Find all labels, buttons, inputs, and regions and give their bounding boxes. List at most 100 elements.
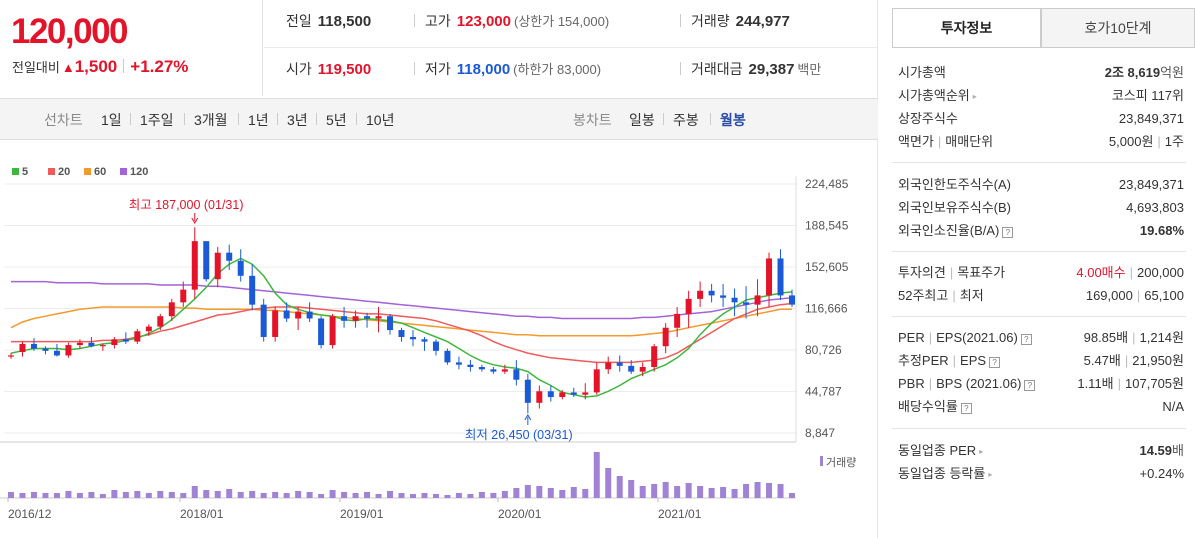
row-dividend-yield: 배당수익률? N/A [898,399,1184,414]
candle-body [260,304,267,337]
volume-bar [145,493,152,498]
help-icon[interactable]: ? [1024,380,1036,391]
candle-body [329,316,336,346]
row-market-cap-rank: 시가총액순위 ▸ 코스피 117위 [898,88,1184,103]
tab-1year[interactable]: 1년 [248,112,269,128]
help-icon[interactable]: ? [1020,334,1032,345]
tab-investment-info[interactable]: 투자정보 [892,8,1041,48]
volume-bar [559,490,566,498]
change-label: 전일대비 [12,60,60,75]
y-tick-label: 80,726 [805,343,842,357]
tab-1day[interactable]: 1일 [101,112,122,128]
candle-body [237,260,244,276]
volume-bar [157,491,164,498]
volume-bar [478,492,485,498]
tab-order-book[interactable]: 호가10단계 [1041,8,1195,48]
volume-bar [432,494,439,498]
candle-body [605,362,612,370]
tab-monthly-candle[interactable]: 월봉 [720,112,746,128]
tab-3year[interactable]: 3년 [287,112,308,128]
high-arrow-head [191,217,199,224]
help-icon[interactable]: ? [1002,227,1014,238]
candle-body [19,343,26,352]
volume-bar [570,487,577,498]
low-annotation: 최저 26,450 (03/31) [465,428,573,442]
volume-bar [295,491,302,498]
candle-body [341,316,348,321]
volume-bar [30,492,37,498]
candle-body [766,258,773,296]
row-investment-opinion: 투자의견 | 목표주가 4.00매수 | 200,000 [898,265,1184,280]
tab-line-chart[interactable]: 선차트 [44,112,83,128]
candle-body [593,369,600,393]
volume-bar [536,486,543,498]
x-tick-label: 2016/12 [8,507,52,521]
help-icon[interactable]: ? [960,403,972,414]
volume-bar [65,491,72,498]
x-tick-label: 2018/01 [180,507,224,521]
tab-3month[interactable]: 3개월 [194,112,228,128]
candle-body [76,342,83,346]
volume-bar [501,491,508,498]
candle-body [720,295,727,298]
x-tick-label: 2019/01 [340,507,384,521]
candle-body [731,297,738,303]
row-market-cap: 시가총액 2조 8,619억원 [898,65,1184,80]
candle-body [203,241,210,280]
stat-open: 시가 119,500 [286,61,372,78]
volume-bar [720,487,727,498]
legend-swatch [12,168,19,175]
candle-body [398,330,405,337]
volume-bar [731,489,738,498]
volume-bar [766,483,773,498]
volume-bar [777,484,784,498]
volume-bar [168,492,175,498]
volume-bar [421,493,428,498]
volume-bar [53,493,60,498]
candle-body [697,290,704,299]
candle-body [352,316,359,321]
legend-label: 5 [22,166,28,178]
volume-bar [122,492,129,498]
price-chart: 224,485 188,545 152,605 116,666 80,726 44,787… [0,166,856,521]
volume-bar [685,483,692,498]
row-per: PER | EPS(2021.06)? 98.85배 | 1,214원 [898,330,1184,345]
x-tick-label: 2020/01 [498,507,542,521]
candle-body [283,310,290,319]
volume-bar [513,488,520,498]
candle-body [214,252,221,280]
legend-label: 20 [58,166,70,178]
tab-5year[interactable]: 5년 [326,112,347,128]
candle-body [559,392,566,398]
volume-bar [283,493,290,498]
volume-bar [42,493,49,498]
tab-1week[interactable]: 1주일 [140,112,174,128]
legend-swatch [84,168,91,175]
low-arrow-head [524,414,532,421]
volume-bar [743,484,750,498]
row-sector-change: 동일업종 등락률 ▸ +0.24% [898,466,1184,481]
candle-body [536,391,543,403]
tab-weekly-candle[interactable]: 주봉 [673,112,699,128]
volume-bar [341,492,348,498]
tab-candle-chart[interactable]: 봉차트 [573,112,612,128]
volume-bar [651,484,658,498]
candle-body [42,348,49,351]
stat-prev-close: 전일 118,500 [286,13,372,30]
tab-daily-candle[interactable]: 일봉 [629,112,655,128]
volume-bar [674,486,681,498]
help-icon[interactable]: ? [989,357,1001,368]
volume-bar [352,493,359,498]
row-foreign-holding: 외국인보유주식수(B) 4,693,803 [898,200,1184,215]
candle-body [651,346,658,368]
volume-bar [318,494,325,498]
stat-low: 저가 118,000 (하한가 83,000) [414,59,601,79]
row-52week: 52주최고 | 최저 169,000 | 65,100 [898,288,1184,303]
volume-bar [605,468,612,498]
tab-10year[interactable]: 10년 [366,112,395,128]
candle-body [501,369,508,372]
candle-body [180,289,187,303]
candle-body [30,343,37,349]
y-tick-label: 44,787 [805,385,842,399]
volume-bar [547,488,554,498]
